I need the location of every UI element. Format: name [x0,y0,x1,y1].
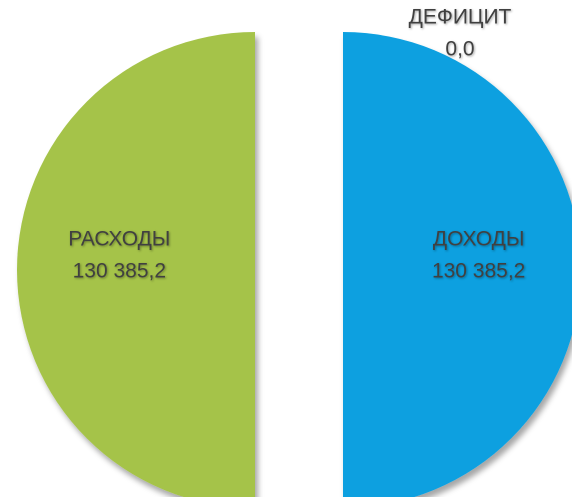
slice-label: ДОХОДЫ [433,228,525,251]
slice-value: 0,0 [445,38,474,61]
pie [17,32,572,497]
slice-label: РАСХОДЫ [68,228,170,251]
pie-slice [17,32,255,497]
pie-slice [343,32,572,497]
slice-value: 130 385,2 [73,260,166,283]
labels: ДОХОДЫ 130 385,2 РАСХОДЫ 130 385,2 ДЕФИЦИТ 0,… [68,6,525,283]
slice-label: ДЕФИЦИТ [409,6,512,29]
slice-value: 130 385,2 [432,260,525,283]
